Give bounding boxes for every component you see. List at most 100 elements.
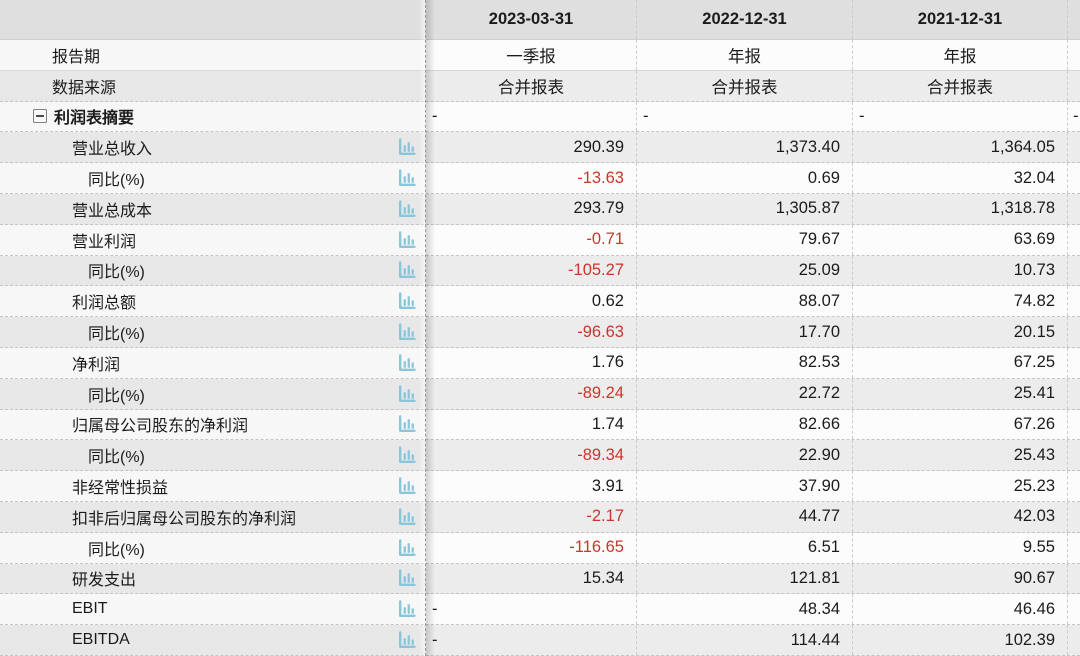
row-label: 同比(%) bbox=[88, 541, 145, 559]
cell-value-col3: 67.25 bbox=[853, 347, 1068, 378]
cell-value-col1: -2.17 bbox=[426, 501, 637, 532]
row-label-cell: 非经常性损益 bbox=[0, 471, 426, 501]
cell-value-col2: 22.72 bbox=[637, 378, 853, 409]
bar-chart-icon[interactable] bbox=[396, 629, 418, 651]
cell-value-col1: -105.27 bbox=[426, 255, 637, 286]
partial-column-cell bbox=[1068, 379, 1080, 409]
bar-chart-icon[interactable] bbox=[396, 444, 418, 466]
cell-value-col1: -0.71 bbox=[426, 224, 637, 255]
partial-column-cell bbox=[1068, 286, 1080, 316]
partial-column-cell bbox=[1068, 348, 1080, 378]
table-body: 营业总收入 290.39 1,373.40 1,364.05 同比(%) bbox=[0, 132, 1080, 656]
cell-value-col3: 102.39 bbox=[853, 625, 1068, 655]
cell-value-col1: -96.63 bbox=[426, 317, 637, 347]
bar-chart-icon[interactable] bbox=[396, 229, 418, 251]
cell-value-col2: 48.34 bbox=[637, 594, 853, 625]
cell-value-col1: 0.62 bbox=[426, 286, 637, 317]
cell-value-col1: 3.91 bbox=[426, 471, 637, 501]
row-label: 同比(%) bbox=[88, 326, 145, 344]
cell-value-col3: 10.73 bbox=[853, 255, 1068, 286]
bar-chart-icon[interactable] bbox=[396, 567, 418, 589]
table-row: 同比(%) -116.65 6.51 9.55 bbox=[0, 532, 1080, 564]
table-row: 同比(%) -13.63 0.69 32.04 bbox=[0, 163, 1080, 194]
row-label: 研发支出 bbox=[72, 572, 137, 590]
bar-chart-icon[interactable] bbox=[396, 506, 418, 528]
column-header-date-2[interactable]: 2022-12-31 bbox=[637, 0, 853, 39]
cell-value-col3: 42.03 bbox=[853, 501, 1068, 532]
bar-chart-icon[interactable] bbox=[396, 167, 418, 189]
table-row: 营业利润 -0.71 79.67 63.69 bbox=[0, 224, 1080, 256]
row-label-cell: 扣非后归属母公司股东的净利润 bbox=[0, 501, 426, 532]
row-label: 营业利润 bbox=[72, 233, 137, 251]
row-label: EBITDA bbox=[72, 631, 130, 649]
row-label-cell: 同比(%) bbox=[0, 317, 426, 347]
partial-column-cell bbox=[1068, 132, 1080, 162]
column-header-date-1[interactable]: 2023-03-31 bbox=[426, 0, 637, 39]
column-header-date-3[interactable]: 2021-12-31 bbox=[853, 0, 1068, 39]
row-label-cell: 营业总成本 bbox=[0, 193, 426, 224]
cell-value-col3: 20.15 bbox=[853, 317, 1068, 347]
cell-value-col2: 37.90 bbox=[637, 471, 853, 501]
cell-value-col1: 1.74 bbox=[426, 409, 637, 440]
bar-chart-icon[interactable] bbox=[396, 136, 418, 158]
bar-chart-icon[interactable] bbox=[396, 352, 418, 374]
cell-value-col2: 121.81 bbox=[637, 563, 853, 594]
row-label: 同比(%) bbox=[88, 387, 145, 405]
row-label-cell: 同比(%) bbox=[0, 532, 426, 563]
row-label-cell: 归属母公司股东的净利润 bbox=[0, 409, 426, 440]
bar-chart-icon[interactable] bbox=[396, 321, 418, 343]
row-label: 非经常性损益 bbox=[72, 480, 169, 498]
cell-value-col1: -89.24 bbox=[426, 378, 637, 409]
table-row: 研发支出 15.34 121.81 90.67 bbox=[0, 563, 1080, 595]
cell-value-col2: 114.44 bbox=[637, 625, 853, 655]
bar-chart-icon[interactable] bbox=[396, 475, 418, 497]
table-row: 同比(%) -89.24 22.72 25.41 bbox=[0, 378, 1080, 410]
partial-column-cell bbox=[1068, 225, 1080, 255]
row-label: 利润总额 bbox=[72, 295, 137, 313]
section-value-4: - bbox=[1073, 106, 1079, 125]
section-value-3: - bbox=[853, 101, 1068, 132]
bar-chart-icon[interactable] bbox=[396, 537, 418, 559]
bar-chart-icon[interactable] bbox=[396, 413, 418, 435]
bar-chart-icon[interactable] bbox=[396, 259, 418, 281]
source-value-3: 合并报表 bbox=[853, 70, 1068, 101]
collapse-minus-icon[interactable] bbox=[33, 109, 47, 124]
row-label: 营业总成本 bbox=[72, 202, 153, 220]
row-label: 同比(%) bbox=[88, 264, 145, 282]
row-label: EBIT bbox=[72, 600, 108, 618]
table-row: 同比(%) -96.63 17.70 20.15 bbox=[0, 317, 1080, 348]
row-label: 扣非后归属母公司股东的净利润 bbox=[72, 510, 297, 528]
cell-value-col2: 44.77 bbox=[637, 501, 853, 532]
bar-chart-icon[interactable] bbox=[396, 290, 418, 312]
cell-value-col3: 25.43 bbox=[853, 440, 1068, 471]
section-title: 利润表摘要 bbox=[54, 110, 135, 128]
row-label-cell: 净利润 bbox=[0, 347, 426, 378]
partial-column-cell bbox=[1068, 594, 1080, 624]
partial-column-cell bbox=[1068, 317, 1080, 347]
partial-column-cell bbox=[1068, 410, 1080, 440]
row-label: 同比(%) bbox=[88, 449, 145, 467]
bar-chart-icon[interactable] bbox=[396, 383, 418, 405]
row-label-cell: 利润总额 bbox=[0, 286, 426, 317]
section-label-cell: 利润表摘要 bbox=[0, 101, 426, 132]
cell-value-col3: 74.82 bbox=[853, 286, 1068, 317]
row-label: 同比(%) bbox=[88, 172, 145, 190]
data-source-row: 数据来源 合并报表 合并报表 合并报表 bbox=[0, 70, 1080, 102]
table-row: EBIT - 48.34 46.46 bbox=[0, 594, 1080, 626]
partial-column-header bbox=[1068, 0, 1080, 39]
bar-chart-icon[interactable] bbox=[396, 198, 418, 220]
partial-column-cell bbox=[1068, 471, 1080, 501]
table-row: 同比(%) -105.27 25.09 10.73 bbox=[0, 255, 1080, 287]
partial-column-cell bbox=[1068, 71, 1080, 101]
report-period-row: 报告期 一季报 年报 年报 bbox=[0, 40, 1080, 71]
table-header-row: 2023-03-31 2022-12-31 2021-12-31 bbox=[0, 0, 1080, 40]
partial-column-cell bbox=[1068, 502, 1080, 532]
cell-value-col1: - bbox=[426, 625, 637, 655]
cell-value-col2: 6.51 bbox=[637, 532, 853, 563]
partial-column-cell bbox=[1068, 40, 1080, 70]
table-row: 营业总收入 290.39 1,373.40 1,364.05 bbox=[0, 132, 1080, 164]
cell-value-col1: 15.34 bbox=[426, 563, 637, 594]
bar-chart-icon[interactable] bbox=[396, 598, 418, 620]
cell-value-col3: 1,364.05 bbox=[853, 132, 1068, 163]
cell-value-col2: 1,373.40 bbox=[637, 132, 853, 163]
